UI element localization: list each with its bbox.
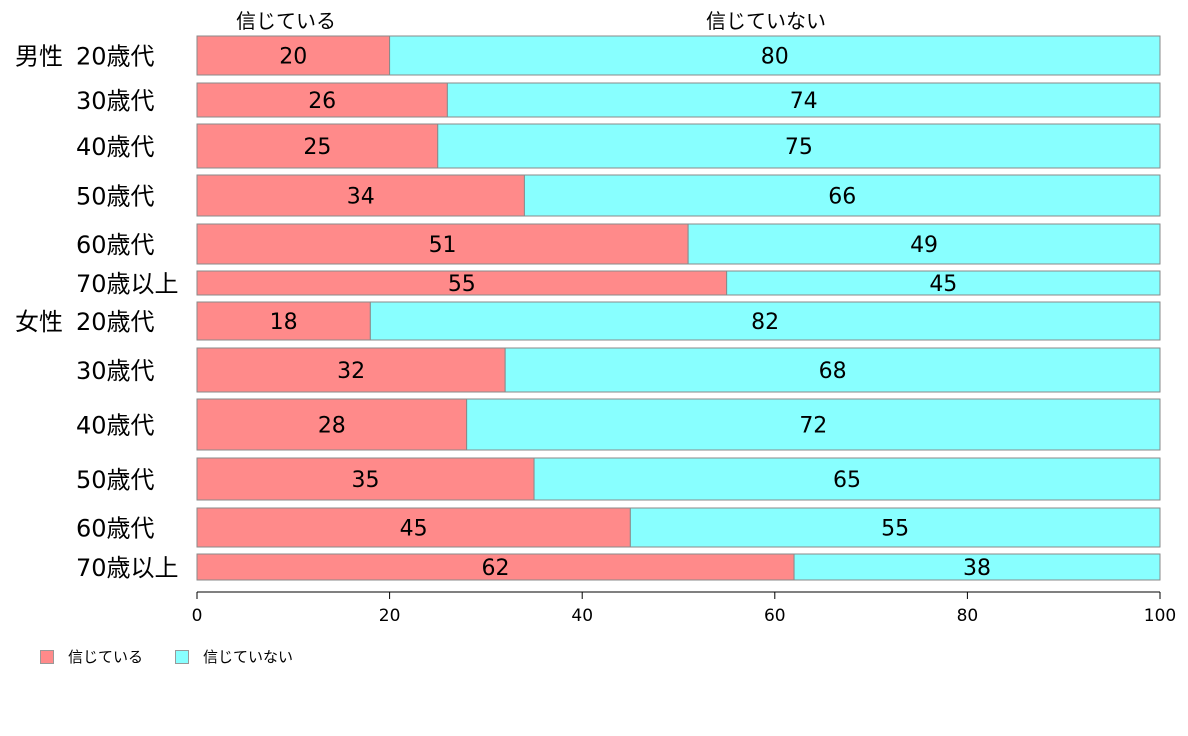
legend: 信じている 信じていない [40,646,325,667]
bar-not-believe-10 [533,457,1161,501]
data-label-not-believe-12: 38 [963,556,991,581]
category-label-5: 60歳代 [76,231,155,259]
category-label-6: 70歳以上 [76,270,179,298]
header-label-not-believe: 信じていない [706,9,826,33]
data-label-believe-10: 35 [352,468,380,493]
data-label-not-believe-2: 74 [790,89,818,114]
bar-not-believe-2 [446,82,1161,118]
bar-not-believe-1 [389,35,1161,76]
legend-item-believe: 信じている [40,646,143,667]
data-label-believe-1: 20 [279,45,307,70]
category-label-3: 40歳代 [76,133,155,161]
data-label-believe-11: 45 [400,517,428,542]
data-label-not-believe-10: 65 [833,468,861,493]
bar-believe-11 [196,507,631,548]
data-label-believe-5: 51 [429,233,457,258]
data-label-believe-8: 32 [337,359,365,384]
data-label-not-believe-8: 68 [819,359,847,384]
data-label-believe-12: 62 [482,556,510,581]
bar-believe-7 [196,301,371,341]
bar-not-believe-5 [687,223,1161,265]
data-label-not-believe-7: 82 [751,310,779,335]
x-tick-label-100: 100 [1144,606,1176,626]
category-label-9: 40歳代 [76,412,155,440]
x-tick-label-40: 40 [571,606,593,626]
bar-believe-9 [196,398,468,451]
category-label-12: 70歳以上 [76,554,179,582]
category-label-8: 30歳代 [76,357,155,385]
data-label-believe-3: 25 [303,135,331,160]
data-label-not-believe-4: 66 [828,185,856,210]
legend-item-not-believe: 信じていない [175,646,293,667]
bar-believe-3 [196,123,439,169]
data-label-believe-7: 18 [270,310,298,335]
header-label-believe: 信じている [236,9,336,33]
legend-swatch-not-believe [175,649,190,664]
data-label-not-believe-3: 75 [785,135,813,160]
bar-not-believe-11 [629,507,1161,548]
legend-swatch-believe [40,649,54,664]
bar-believe-4 [196,174,525,217]
x-tick-label-60: 60 [764,606,786,626]
category-label-2: 30歳代 [76,87,155,115]
bar-not-believe-8 [504,347,1161,393]
bar-not-believe-12 [793,553,1161,581]
bar-not-believe-7 [369,301,1161,341]
data-label-not-believe-6: 45 [929,272,957,297]
legend-label-not-believe: 信じていない [203,648,294,666]
data-label-not-believe-9: 72 [799,414,827,439]
bar-believe-12 [196,553,795,581]
x-tick-label-80: 80 [957,606,979,626]
data-label-not-believe-5: 49 [910,233,938,258]
category-label-4: 50歳代 [76,183,155,211]
bar-not-believe-9 [466,398,1161,451]
bar-not-believe-4 [523,174,1161,217]
legend-label-believe: 信じている [68,648,144,666]
category-label-1: 20歳代 [76,43,155,71]
x-tick-label-0: 0 [192,606,203,626]
data-label-believe-4: 34 [347,185,375,210]
x-tick-label-20: 20 [379,606,401,626]
bar-believe-6 [196,270,728,296]
bar-not-believe-6 [726,270,1161,296]
bar-not-believe-3 [437,123,1161,169]
category-label-11: 60歳代 [76,515,155,543]
bar-believe-5 [196,223,689,265]
data-label-believe-9: 28 [318,414,346,439]
bar-believe-1 [196,35,391,76]
data-label-not-believe-1: 80 [761,45,789,70]
category-label-7: 20歳代 [76,308,155,336]
group-label-7: 女性 [15,308,63,336]
data-label-believe-2: 26 [308,89,336,114]
category-label-10: 50歳代 [76,466,155,494]
data-label-not-believe-11: 55 [881,517,909,542]
data-label-believe-6: 55 [448,272,476,297]
group-label-1: 男性 [15,43,63,71]
